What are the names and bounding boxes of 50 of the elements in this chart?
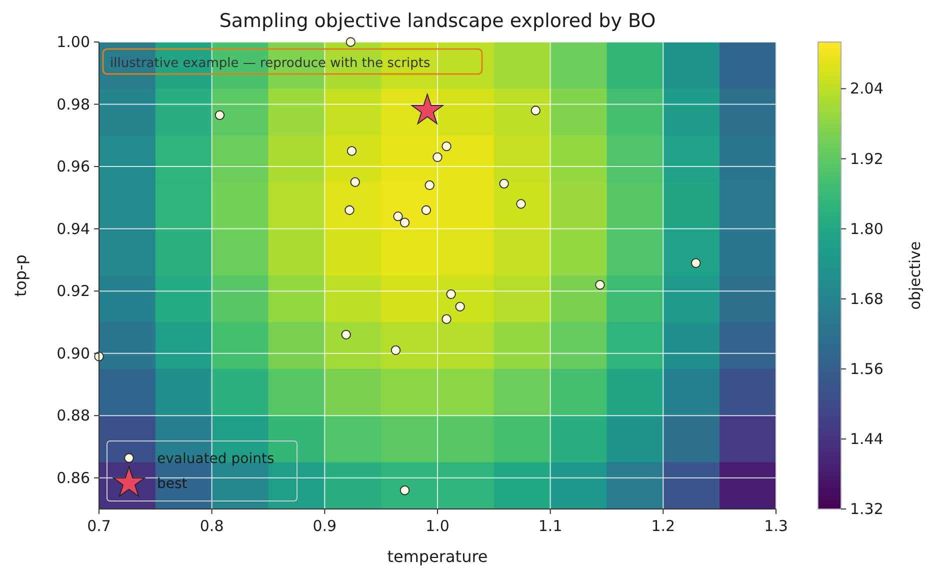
chart-title: Sampling objective landscape explored by BO (219, 10, 656, 32)
point (346, 146, 357, 156)
point (516, 199, 526, 209)
y-tick-label: 0.90 (56, 344, 90, 362)
point (530, 106, 540, 116)
point (344, 205, 354, 215)
x-tick-label: 1.2 (651, 517, 676, 535)
x-tick-label: 0.8 (200, 517, 224, 535)
point (442, 314, 452, 324)
point (691, 258, 701, 268)
point (499, 178, 509, 188)
point (424, 180, 434, 190)
x-axis-title: temperature (387, 547, 488, 566)
point (393, 212, 403, 222)
point (432, 152, 442, 162)
x-tick-label: 1.1 (538, 517, 562, 535)
y-tick-label: 0.86 (56, 468, 90, 487)
color-bar-label: 2.04 (850, 80, 884, 98)
point (350, 177, 360, 187)
point (400, 218, 410, 228)
x-tick-label: 0.7 (87, 517, 111, 535)
x-tick-label: 1.0 (426, 517, 450, 535)
point (341, 330, 351, 340)
color-bar-label: 1.80 (850, 220, 884, 238)
point (400, 486, 410, 496)
color-bar-title: objective (906, 241, 924, 310)
y-axis-title: top-p (11, 254, 30, 297)
legend-label: best (157, 476, 188, 492)
point (595, 280, 605, 290)
y-tick-label: 0.94 (56, 220, 90, 238)
y-tick-label: 0.98 (56, 95, 90, 114)
point (442, 141, 452, 152)
x-tick-label: 0.9 (312, 517, 337, 535)
point (390, 345, 401, 356)
y-tick-label: 0.88 (56, 406, 90, 425)
y-tick-label: 1.00 (56, 33, 90, 51)
point (446, 289, 456, 299)
y-tick-label: 0.92 (56, 282, 90, 300)
point (346, 37, 356, 47)
point (411, 94, 444, 124)
point (214, 110, 225, 120)
x-tick-label: 1.3 (764, 517, 788, 535)
color-bar-label: 1.32 (850, 500, 884, 518)
color-bar-label: 1.44 (850, 430, 884, 448)
y-tick-label: 0.96 (56, 158, 90, 176)
point (421, 205, 432, 215)
color-bar-label: 1.92 (850, 150, 884, 168)
point (455, 302, 465, 312)
color-bar-label: 1.68 (850, 290, 884, 308)
color-bar-label: 1.56 (850, 360, 884, 378)
